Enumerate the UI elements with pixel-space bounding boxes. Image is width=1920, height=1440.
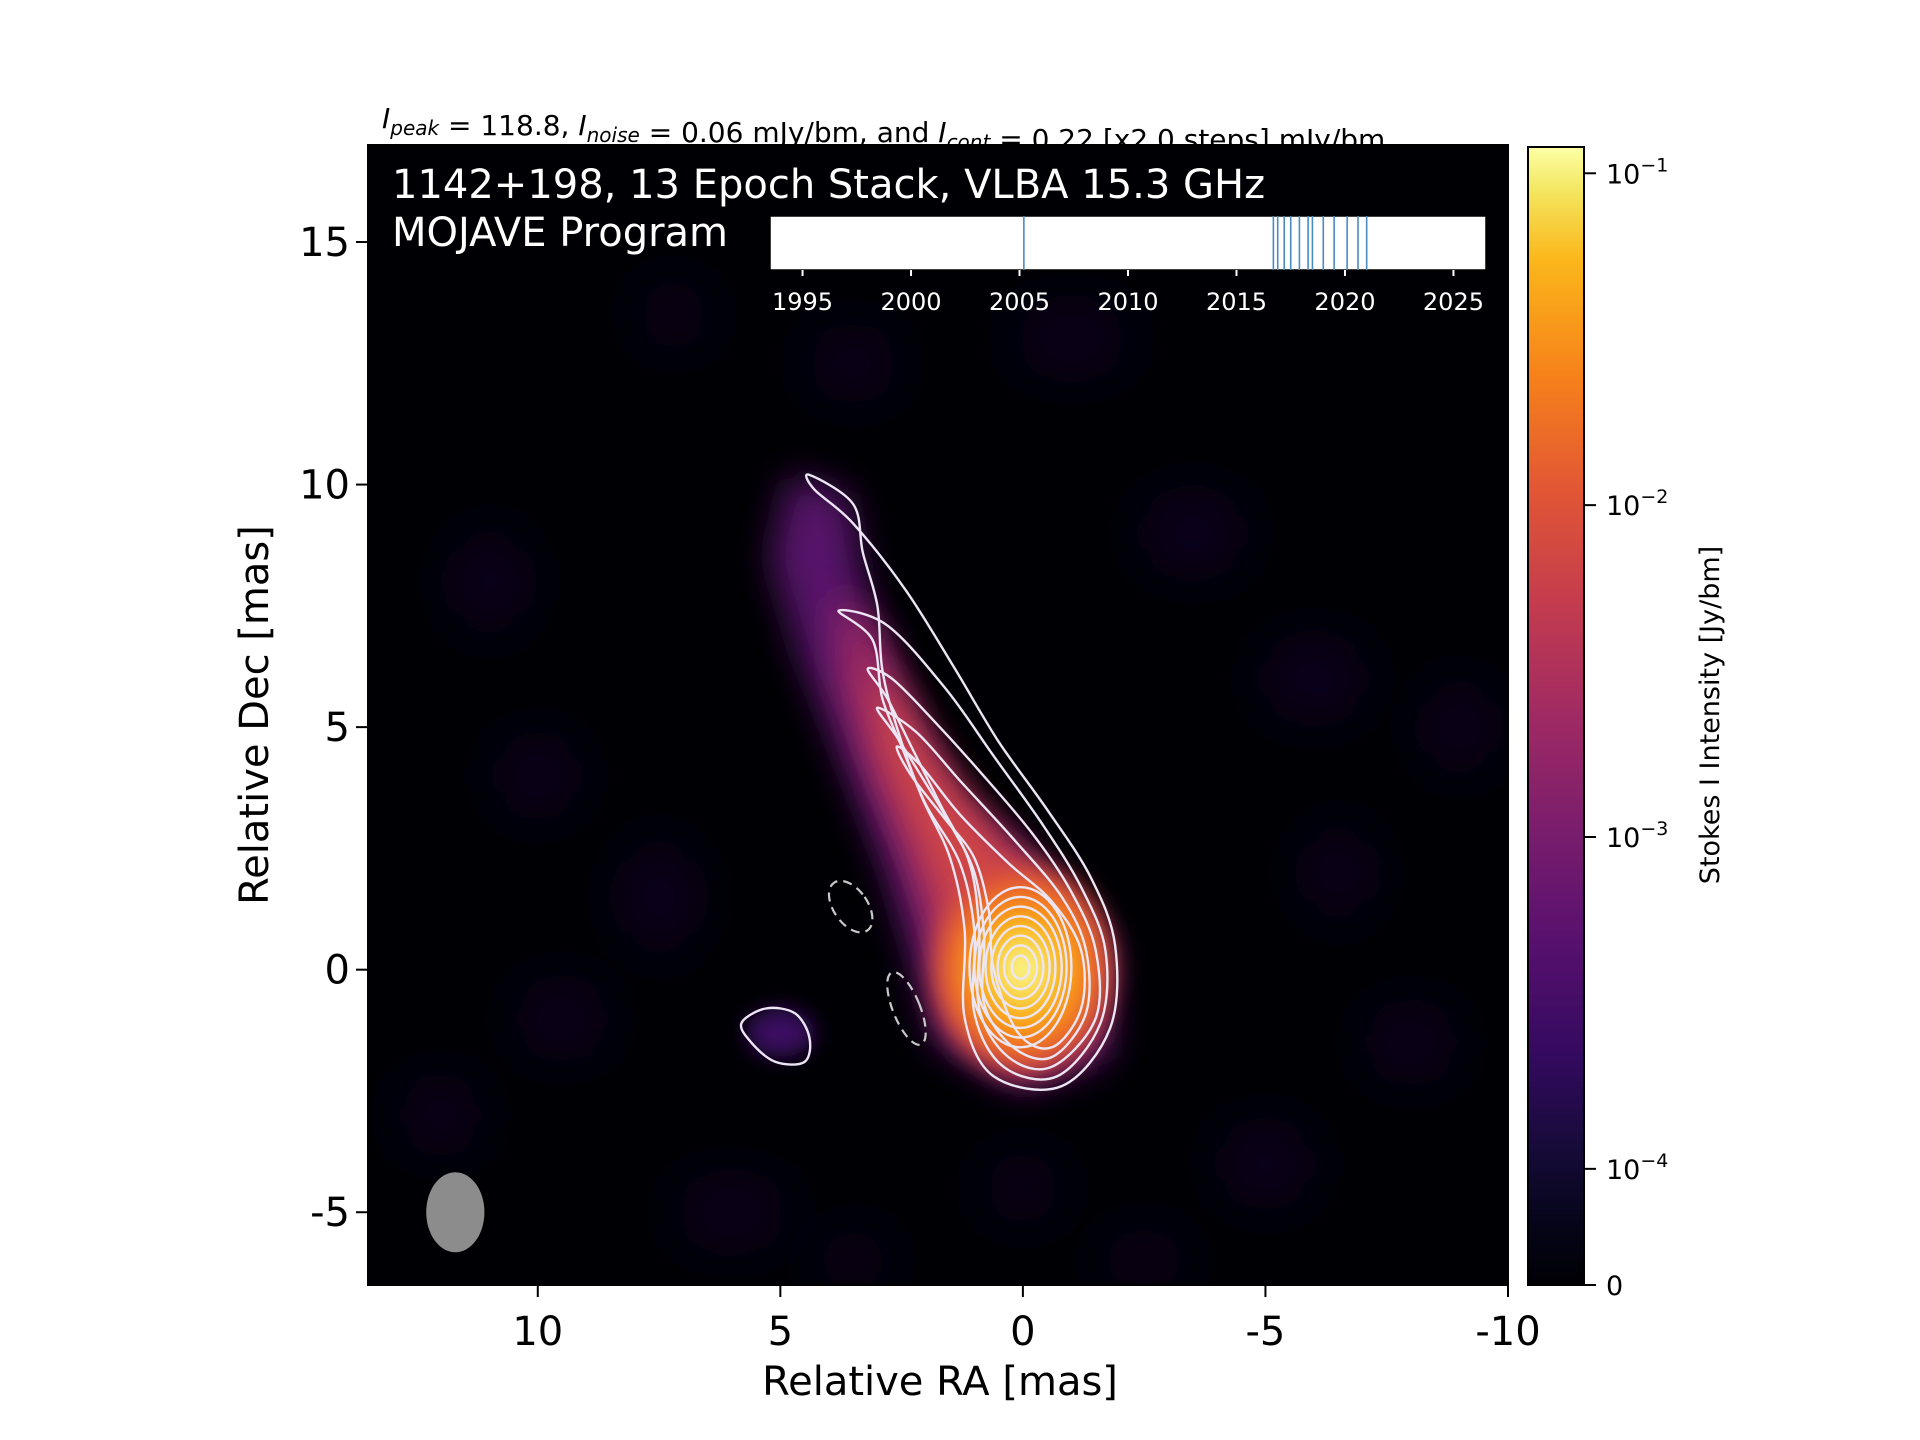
- knot-emission: [746, 1008, 815, 1057]
- noise-blob: [494, 974, 630, 1062]
- noise-blob: [1410, 668, 1508, 786]
- inset-background: [769, 215, 1487, 271]
- y-tick-label: -5: [310, 1190, 350, 1236]
- y-tick-label: 0: [325, 948, 350, 994]
- noise-blob: [785, 324, 922, 403]
- colorbar-bar: [1527, 146, 1585, 1286]
- core-contour: [973, 895, 1068, 1039]
- colorbar-tick-label: 10−1: [1606, 154, 1668, 190]
- beam-layer: [426, 1172, 485, 1253]
- noise-blob: [479, 727, 596, 825]
- noise-blob: [1115, 484, 1271, 582]
- y-axis: -5 0 5 10 15: [299, 220, 368, 1236]
- x-axis-label: Relative RA [mas]: [762, 1359, 1118, 1405]
- inset-tick-label: 2005: [989, 288, 1050, 316]
- x-tick-label: 0: [1010, 1309, 1035, 1355]
- contour-layer: [739, 473, 1119, 1091]
- core-contour: [996, 934, 1045, 1000]
- noise-blob: [1343, 998, 1479, 1087]
- inset-tick-label: 2025: [1423, 288, 1484, 316]
- background-noise-layer: [382, 280, 1508, 1285]
- inset-tick-label: 2010: [1097, 288, 1158, 316]
- noise-blob: [440, 513, 538, 650]
- program-label: MOJAVE Program: [392, 210, 728, 256]
- tick-base: 10: [1606, 823, 1640, 854]
- inset-tick-label: 2000: [880, 288, 941, 316]
- inset-tick-label: 1995: [772, 288, 833, 316]
- colorbar-tick-label: 0: [1606, 1271, 1623, 1302]
- title-part: I: [382, 102, 390, 135]
- inset-tick-label: 2020: [1314, 288, 1375, 316]
- y-tick-label: 10: [299, 463, 350, 509]
- plot-frame: [367, 144, 1509, 1286]
- tick-exponent: −4: [1640, 1150, 1668, 1172]
- colorbar-tick-label: 10−3: [1606, 818, 1668, 854]
- core-contour: [978, 905, 1063, 1030]
- contour: [895, 745, 1086, 1050]
- x-axis: 10 5 0 -5 -10: [512, 1285, 1541, 1355]
- noise-blob: [1236, 630, 1392, 728]
- title-part: = 118.8,: [439, 109, 578, 142]
- tick-base: 0: [1606, 1271, 1623, 1302]
- noise-blob: [794, 1231, 912, 1285]
- negative-contour: [886, 971, 927, 1046]
- epoch-lines: [1023, 216, 1368, 270]
- plot-area: 10 5 0 -5 -10 -5 0 5 10 15: [299, 144, 1541, 1355]
- title-part: peak: [389, 116, 440, 140]
- title-part: I: [578, 109, 586, 142]
- x-tick-label: 5: [768, 1309, 793, 1355]
- title-part: noise: [587, 123, 640, 147]
- noise-blob: [1197, 1115, 1334, 1213]
- tick-base: 10: [1606, 1155, 1640, 1186]
- noise-blob: [382, 1071, 499, 1159]
- epoch-timeline-inset: 1995 2000 2005 2010 2015 2020 2025: [769, 215, 1487, 316]
- title-part: I: [938, 116, 946, 149]
- contour: [875, 706, 1091, 1061]
- tick-exponent: −3: [1640, 818, 1668, 840]
- tick-base: 10: [1606, 159, 1640, 190]
- x-tick-label: -10: [1475, 1309, 1540, 1355]
- colorbar-ticks: 010−410−310−210−1: [1584, 154, 1668, 1302]
- inset-tick-label: 2015: [1206, 288, 1267, 316]
- colorbar: 010−410−310−210−1 Stokes I Intensity [Jy…: [1527, 146, 1726, 1302]
- inset-x-axis: 1995 2000 2005 2010 2015 2020 2025: [772, 270, 1484, 316]
- y-tick-label: 15: [299, 220, 350, 266]
- y-tick-label: 5: [325, 705, 350, 751]
- negative-contour: [827, 879, 874, 934]
- beam-ellipse: [426, 1172, 485, 1253]
- noise-blob: [964, 1154, 1082, 1222]
- core-contour: [968, 886, 1073, 1049]
- core-contour: [984, 915, 1057, 1020]
- tick-base: 10: [1606, 491, 1640, 522]
- title-part: = 0.06 mJy/bm, and: [640, 116, 938, 149]
- core-contour: [1002, 944, 1039, 991]
- colorbar-label: Stokes I Intensity [Jy/bm]: [1695, 546, 1726, 884]
- tick-exponent: −2: [1640, 486, 1668, 508]
- colorbar-tick-label: 10−2: [1606, 486, 1668, 522]
- noise-blob: [620, 280, 727, 349]
- x-tick-label: 10: [512, 1309, 563, 1355]
- core-contour: [990, 924, 1051, 1010]
- y-axis-label: Relative Dec [mas]: [232, 525, 278, 905]
- noise-blob: [1294, 809, 1382, 936]
- core-contour: [1010, 954, 1031, 981]
- noise-blob: [984, 300, 1159, 378]
- contour: [805, 473, 1119, 1091]
- colorbar-tick-label: 10−4: [1606, 1150, 1668, 1186]
- x-tick-label: -5: [1246, 1309, 1286, 1355]
- source-label: 1142+198, 13 Epoch Stack, VLBA 15.3 GHz: [392, 162, 1265, 208]
- contour-island: [739, 1006, 812, 1066]
- noise-blob: [610, 819, 708, 975]
- contour: [866, 666, 1102, 1071]
- noise-blob: [644, 1173, 820, 1252]
- tick-exponent: −1: [1640, 154, 1668, 176]
- noise-blob: [1076, 1231, 1213, 1285]
